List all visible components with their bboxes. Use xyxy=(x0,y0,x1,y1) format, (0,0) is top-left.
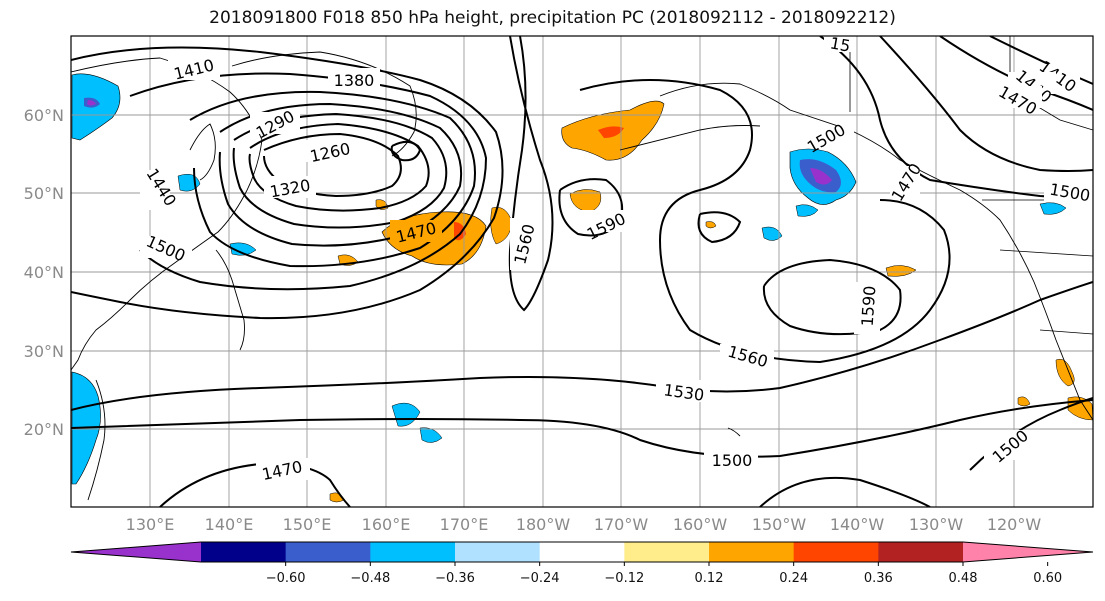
colorbar-tick-label: −0.12 xyxy=(604,571,644,586)
colorbar-segment xyxy=(878,542,964,562)
colorbar-segment xyxy=(709,542,795,562)
colorbar-tick-label: −0.60 xyxy=(266,571,306,586)
colorbar-tick-label: −0.36 xyxy=(435,571,475,586)
colorbar-tick-label: −0.24 xyxy=(520,571,560,586)
lon-label: 130°E xyxy=(126,515,175,534)
precip-pos-area xyxy=(885,265,917,277)
border-us-states xyxy=(999,249,1093,257)
hawaii-islands xyxy=(727,427,741,437)
plot-title: 2018091800 F018 850 hPa height, precipit… xyxy=(209,8,896,28)
japan-coastline xyxy=(215,249,245,351)
height-contour xyxy=(759,476,931,507)
contour-label: 15 xyxy=(829,33,852,55)
lon-label: 140°E xyxy=(205,515,254,534)
height-contour-1590-high xyxy=(762,258,902,336)
colorbar: −0.60 −0.48 −0.36 −0.24 −0.12 0.12 0.24 0.36 0.4… xyxy=(70,541,1094,586)
height-contour xyxy=(232,112,448,229)
lon-label: 160°W xyxy=(673,515,728,534)
colorbar-tick-label: 0.48 xyxy=(949,571,978,586)
contour-label: 1380 xyxy=(334,71,375,90)
lat-label: 30°N xyxy=(24,342,64,361)
colorbar-extend-high xyxy=(963,542,1093,562)
colorbar-segment xyxy=(539,542,625,562)
colorbar-segment xyxy=(285,542,371,562)
height-contour-1500-small xyxy=(697,211,742,244)
colorbar-tick-label: 0.24 xyxy=(779,571,808,586)
precip-pos-area xyxy=(490,207,513,245)
lon-label: 170°E xyxy=(440,515,489,534)
precip-pos-area xyxy=(1055,359,1075,387)
colorbar-segment xyxy=(793,542,879,562)
height-contour xyxy=(71,46,504,320)
colorbar-tick-label: −0.48 xyxy=(350,571,390,586)
precip-neg-area xyxy=(229,242,257,256)
lon-label: 150°W xyxy=(752,515,807,534)
latitude-labels: 60°N 50°N 40°N 30°N 20°N xyxy=(24,106,64,439)
lat-label: 20°N xyxy=(24,420,64,439)
lon-label: 180°W xyxy=(516,515,571,534)
precip-neg-area xyxy=(71,73,121,141)
precip-neg-area xyxy=(795,204,819,217)
lon-label: 120°W xyxy=(987,515,1042,534)
height-contour xyxy=(248,122,430,212)
contour-label: 1590 xyxy=(858,285,880,327)
colorbar-tick-label: 0.36 xyxy=(864,571,893,586)
height-contour xyxy=(189,90,476,268)
border-us-mexico xyxy=(1039,329,1093,335)
colorbar-segment xyxy=(624,542,710,562)
colorbar-segment xyxy=(201,542,287,562)
precip-pos-core xyxy=(598,126,624,138)
precip-pos-area xyxy=(569,189,602,213)
contour-labels: 1410 1380 1290 1260 1320 1440 1500 1470 … xyxy=(140,33,1093,484)
lat-label: 60°N xyxy=(24,106,64,125)
height-contour xyxy=(508,36,554,312)
colorbar-tick-label: 0.12 xyxy=(695,571,724,586)
sakhalin-coastline xyxy=(189,123,216,181)
lat-label: 40°N xyxy=(24,263,64,282)
height-contour xyxy=(390,140,422,162)
political-borders xyxy=(849,36,1093,335)
height-contour-1560 xyxy=(579,79,951,364)
contour-label: 1500 xyxy=(712,451,753,470)
aleutian-chain xyxy=(619,125,761,151)
lon-label: 170°W xyxy=(594,515,649,534)
colorbar-segment xyxy=(370,542,456,562)
precip-neg-max xyxy=(87,100,96,106)
north-america-coastline xyxy=(659,82,1093,421)
map-area xyxy=(71,36,1093,507)
philippines-coastline xyxy=(87,379,106,501)
precip-pos-area xyxy=(705,221,717,229)
map-border xyxy=(70,35,1094,508)
lon-label: 160°E xyxy=(362,515,411,534)
precip-neg-area xyxy=(1039,202,1067,215)
height-contour xyxy=(218,102,463,247)
lon-label: 130°W xyxy=(909,515,964,534)
colorbar-extend-low xyxy=(71,542,201,562)
height-contour-1500 xyxy=(71,399,1093,458)
lon-label: 150°E xyxy=(283,515,332,534)
colorbar-outline xyxy=(70,541,1094,563)
lat-label: 50°N xyxy=(24,184,64,203)
precip-neg-area xyxy=(761,226,783,241)
longitude-labels: 130°E 140°E 150°E 160°E 170°E 180°W 170°… xyxy=(126,515,1042,534)
precip-neg-max xyxy=(810,168,832,185)
precip-pos-area xyxy=(1017,396,1031,407)
height-contour-1470-north xyxy=(879,36,1093,172)
height-contour xyxy=(129,72,488,291)
colorbar-segment xyxy=(455,542,541,562)
precip-neg-area xyxy=(391,402,421,427)
precip-neg-area xyxy=(419,427,443,443)
lon-label: 140°W xyxy=(830,515,885,534)
colorbar-tick-label: 0.60 xyxy=(1033,571,1062,586)
